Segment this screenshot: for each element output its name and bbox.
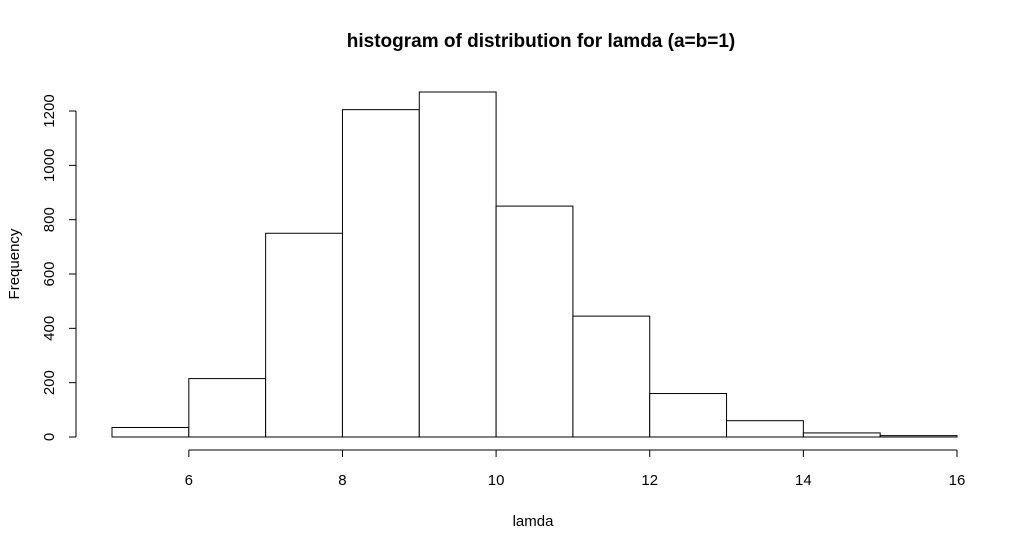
x-axis-label: lamda <box>513 513 555 530</box>
histogram-bar-10 <box>802 432 881 438</box>
y-tick-label-0: 0 <box>41 433 58 441</box>
histogram-bar-8 <box>649 393 728 438</box>
y-tick-label-1200: 1200 <box>41 94 58 127</box>
histogram-bar-11 <box>879 435 958 438</box>
y-axis: 0 200 400 600 800 1000 1200 <box>41 94 77 441</box>
x-tick-label-6: 6 <box>185 472 193 489</box>
y-tick-label-400: 400 <box>41 316 58 341</box>
x-tick-label-10: 10 <box>488 472 505 489</box>
histogram-bar-9 <box>726 420 804 438</box>
histogram-bar-5 <box>418 91 497 438</box>
y-tick-label-1000: 1000 <box>41 149 58 182</box>
histogram-bar-1 <box>111 426 190 438</box>
histogram-bar-6 <box>495 205 574 438</box>
x-tick-label-16: 16 <box>949 472 966 489</box>
y-tick-label-600: 600 <box>41 261 58 286</box>
y-axis-label: Frequency <box>6 228 23 299</box>
x-tick-label-14: 14 <box>795 472 812 489</box>
histogram-bar-4 <box>341 109 420 438</box>
x-axis: 6 8 10 12 14 16 <box>185 449 966 489</box>
x-tick-label-8: 8 <box>338 472 346 489</box>
x-tick-label-12: 12 <box>641 472 658 489</box>
y-tick-label-200: 200 <box>41 370 58 395</box>
histogram-bar-3 <box>265 232 343 438</box>
histogram-bar-7 <box>572 315 651 438</box>
y-tick-label-800: 800 <box>41 207 58 232</box>
chart-title: histogram of distribution for lamda (a=b… <box>347 31 735 52</box>
bars-group <box>111 91 958 438</box>
histogram-bar-2 <box>188 378 267 438</box>
